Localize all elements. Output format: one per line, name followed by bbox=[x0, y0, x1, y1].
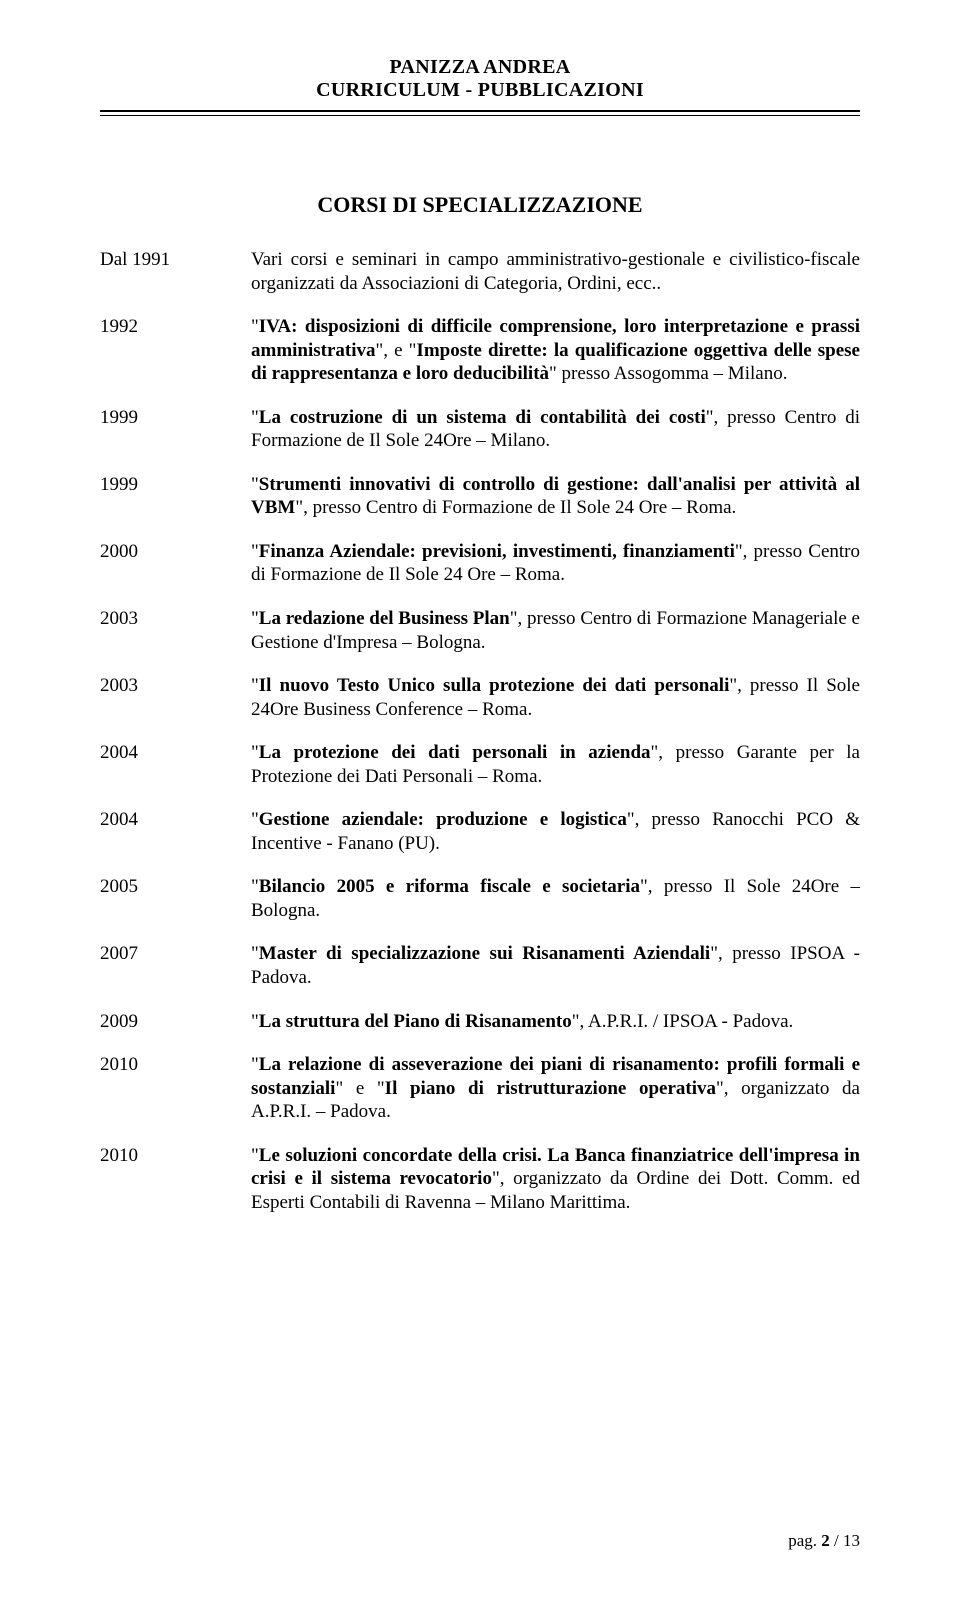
header-name: PANIZZA ANDREA bbox=[100, 56, 860, 79]
entry-year: 2005 bbox=[100, 875, 251, 899]
entry-row: 1999"La costruzione di un sistema di con… bbox=[100, 406, 860, 453]
entry-body: "Le soluzioni concordate della crisi. La… bbox=[251, 1144, 860, 1215]
entry-body: "La protezione dei dati personali in azi… bbox=[251, 741, 860, 788]
entries-list: Dal 1991Vari corsi e seminari in campo a… bbox=[100, 248, 860, 1214]
entry-text: " bbox=[251, 742, 259, 763]
entry-text: " bbox=[251, 1145, 259, 1166]
page-footer: pag. 2 / 13 bbox=[788, 1531, 860, 1551]
entry-row: 2000"Finanza Aziendale: previsioni, inve… bbox=[100, 540, 860, 587]
header-rule-inner bbox=[100, 115, 860, 116]
entry-text: ", A.P.R.I. / IPSOA - Padova. bbox=[572, 1011, 794, 1032]
entry-row: 1992"IVA: disposizioni di difficile comp… bbox=[100, 315, 860, 386]
entry-row: 1999"Strumenti innovativi di controllo d… bbox=[100, 473, 860, 520]
document-header: PANIZZA ANDREA CURRICULUM - PUBBLICAZION… bbox=[100, 56, 860, 116]
entry-year: 2003 bbox=[100, 674, 251, 698]
entry-year: 2010 bbox=[100, 1144, 251, 1168]
entry-year: 2009 bbox=[100, 1010, 251, 1034]
entry-text: " bbox=[251, 876, 259, 897]
entry-row: 2004"Gestione aziendale: produzione e lo… bbox=[100, 808, 860, 855]
footer-current-page: 2 bbox=[821, 1531, 830, 1550]
entry-row: Dal 1991Vari corsi e seminari in campo a… bbox=[100, 248, 860, 295]
entry-text: " presso Assogomma – Milano. bbox=[549, 363, 787, 384]
entry-row: 2003"La redazione del Business Plan", pr… bbox=[100, 607, 860, 654]
entry-row: 2003"Il nuovo Testo Unico sulla protezio… bbox=[100, 674, 860, 721]
entry-year: 2007 bbox=[100, 942, 251, 966]
entry-row: 2010"La relazione di asseverazione dei p… bbox=[100, 1053, 860, 1124]
entry-year: 2004 bbox=[100, 741, 251, 765]
entry-year: 1999 bbox=[100, 406, 251, 430]
entry-body: Vari corsi e seminari in campo amministr… bbox=[251, 248, 860, 295]
entry-body: "Bilancio 2005 e riforma fiscale e socie… bbox=[251, 875, 860, 922]
entry-body: "La redazione del Business Plan", presso… bbox=[251, 607, 860, 654]
entry-body: "Finanza Aziendale: previsioni, investim… bbox=[251, 540, 860, 587]
entry-body: "Il nuovo Testo Unico sulla protezione d… bbox=[251, 674, 860, 721]
entry-body: "La relazione di asseverazione dei piani… bbox=[251, 1053, 860, 1124]
footer-label: pag. bbox=[788, 1531, 821, 1550]
entry-text: " bbox=[251, 809, 259, 830]
entry-text-bold: La redazione del Business Plan bbox=[259, 608, 510, 629]
entry-body: "La struttura del Piano di Risanamento",… bbox=[251, 1010, 860, 1034]
entry-text: " bbox=[251, 541, 259, 562]
entry-row: 2004"La protezione dei dati personali in… bbox=[100, 741, 860, 788]
entry-year: 1999 bbox=[100, 473, 251, 497]
entry-text: " bbox=[251, 1054, 259, 1075]
entry-year: 2003 bbox=[100, 607, 251, 631]
entry-row: 2010"Le soluzioni concordate della crisi… bbox=[100, 1144, 860, 1215]
entry-text: " bbox=[251, 1011, 259, 1032]
entry-body: "Gestione aziendale: produzione e logist… bbox=[251, 808, 860, 855]
entry-row: 2005"Bilancio 2005 e riforma fiscale e s… bbox=[100, 875, 860, 922]
entry-row: 2007"Master di specializzazione sui Risa… bbox=[100, 942, 860, 989]
entry-body: "La costruzione di un sistema di contabi… bbox=[251, 406, 860, 453]
entry-text-bold: La struttura del Piano di Risanamento bbox=[259, 1011, 572, 1032]
entry-year: 2004 bbox=[100, 808, 251, 832]
entry-text-bold: La protezione dei dati personali in azie… bbox=[259, 742, 651, 763]
page: PANIZZA ANDREA CURRICULUM - PUBBLICAZION… bbox=[0, 0, 960, 1599]
entry-text-bold: Finanza Aziendale: previsioni, investime… bbox=[259, 541, 735, 562]
entry-text: ", presso Centro di Formazione de Il Sol… bbox=[295, 497, 736, 518]
entry-text-bold: Master di specializzazione sui Risanamen… bbox=[259, 943, 710, 964]
entry-row: 2009"La struttura del Piano di Risanamen… bbox=[100, 1010, 860, 1034]
header-rule bbox=[100, 110, 860, 116]
footer-sep: / bbox=[830, 1531, 843, 1550]
entry-text-bold: Gestione aziendale: produzione e logisti… bbox=[259, 809, 627, 830]
footer-total-pages: 13 bbox=[843, 1531, 860, 1550]
entry-text-bold: La costruzione di un sistema di contabil… bbox=[259, 407, 706, 428]
entry-text: " bbox=[251, 407, 259, 428]
entry-year: 2000 bbox=[100, 540, 251, 564]
entry-text: ", e " bbox=[376, 340, 417, 361]
entry-text: " bbox=[251, 943, 259, 964]
entry-text-bold: Il piano di ristrutturazione operativa bbox=[385, 1078, 716, 1099]
entry-text: " bbox=[251, 474, 259, 495]
entry-text: " bbox=[251, 608, 259, 629]
entry-year: 1992 bbox=[100, 315, 251, 339]
entry-body: "IVA: disposizioni di difficile comprens… bbox=[251, 315, 860, 386]
entry-text: " bbox=[251, 675, 259, 696]
header-subtitle: CURRICULUM - PUBBLICAZIONI bbox=[100, 79, 860, 102]
entry-text: Vari corsi e seminari in campo amministr… bbox=[251, 249, 860, 294]
entry-year: 2010 bbox=[100, 1053, 251, 1077]
entry-text: " bbox=[251, 316, 259, 337]
entry-year: Dal 1991 bbox=[100, 248, 251, 272]
entry-text: " e " bbox=[335, 1078, 384, 1099]
entry-body: "Master di specializzazione sui Risaname… bbox=[251, 942, 860, 989]
entry-text-bold: Il nuovo Testo Unico sulla protezione de… bbox=[259, 675, 730, 696]
entry-text-bold: Bilancio 2005 e riforma fiscale e societ… bbox=[259, 876, 640, 897]
entry-body: "Strumenti innovativi di controllo di ge… bbox=[251, 473, 860, 520]
section-title: CORSI DI SPECIALIZZAZIONE bbox=[100, 192, 860, 218]
